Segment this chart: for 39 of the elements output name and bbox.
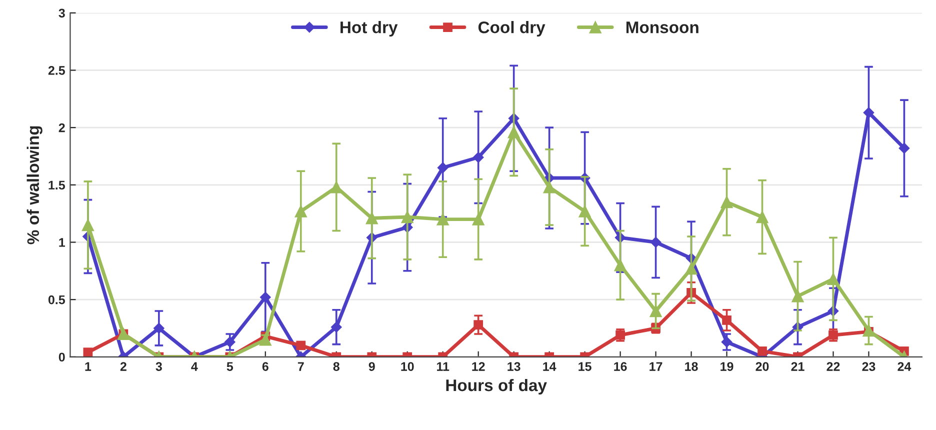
x-tick-label: 3 [156,362,162,371]
x-tick-label: 5 [226,362,234,371]
x-tick-label: 15 [578,362,592,371]
x-tick-label: 4 [191,362,198,371]
x-tick-label: 19 [720,362,734,371]
x-axis-title: Hours of day [446,378,547,395]
x-tick-label: 23 [862,362,876,371]
x-tick-label: 13 [508,362,520,371]
y-tick-label: 2.5 [48,66,65,75]
y-axis-title: % of wallowing [26,126,42,244]
x-tick-label: 2 [120,362,126,371]
x-tick-label: 14 [543,362,556,371]
y-tick-label: 2 [58,123,65,132]
y-tick-label: 1.5 [48,180,65,190]
x-tick-label: 24 [898,362,912,371]
x-tick-label: 9 [368,362,375,371]
point [758,346,767,356]
x-tick-label: 7 [298,362,304,371]
x-tick-label: 1 [85,362,92,371]
y-tick-label: 1 [59,238,65,247]
y-tick-label: 0 [58,352,65,362]
x-tick-label: 18 [685,362,698,371]
x-tick-label: 17 [650,362,662,371]
x-tick-label: 21 [791,362,804,371]
x-tick-label: 20 [756,362,769,371]
y-tick-label: 3 [58,8,65,18]
x-tick-label: 11 [437,362,450,371]
x-tick-label: 6 [262,362,268,371]
legend-label: Hot dry [340,21,398,37]
x-tick-label: 12 [472,362,485,371]
legend-label: Cool dry [478,21,546,37]
point [296,340,306,350]
point [83,348,93,357]
x-tick-label: 10 [401,362,414,371]
x-tick-label: 8 [333,362,340,371]
legend-label: Monsoon [626,22,698,34]
y-tick-label: 0.5 [48,295,65,304]
x-tick-label: 16 [614,362,627,371]
x-tick-label: 22 [826,362,840,371]
